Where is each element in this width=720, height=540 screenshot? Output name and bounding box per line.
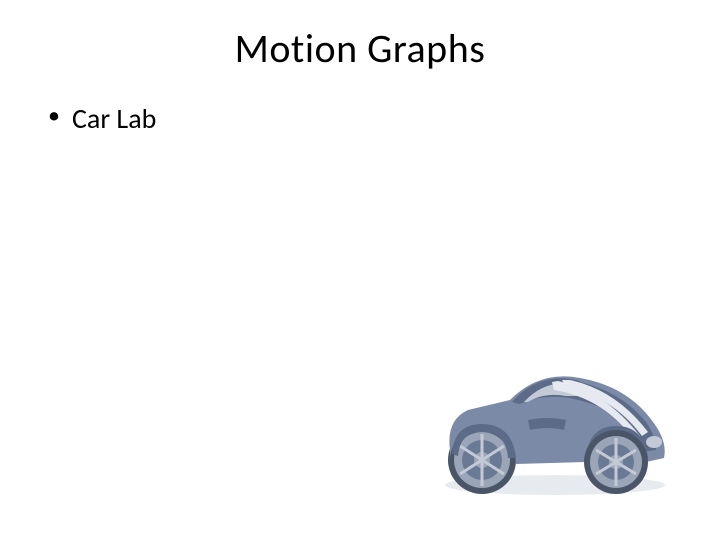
car-illustration xyxy=(420,350,680,500)
bullet-item: Car Lab xyxy=(48,101,680,136)
slide-title: Motion Graphs xyxy=(40,24,680,73)
bullet-list: Car Lab xyxy=(40,101,680,136)
slide: Motion Graphs Car Lab xyxy=(0,0,720,540)
